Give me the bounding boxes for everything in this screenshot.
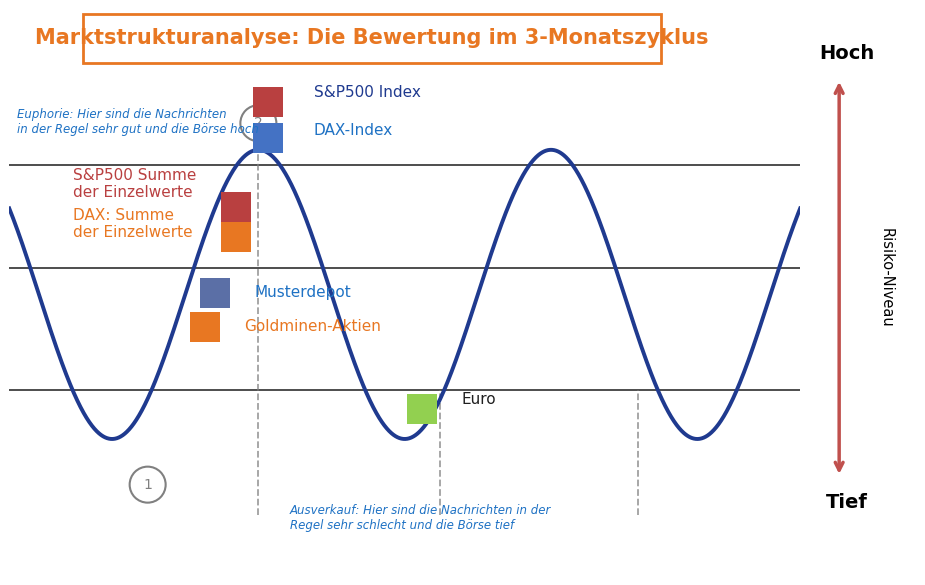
Text: Tief: Tief	[826, 493, 868, 511]
Text: Musterdepot: Musterdepot	[254, 285, 352, 300]
Text: S&P500 Index: S&P500 Index	[314, 85, 421, 100]
Text: DAX: Summe
der Einzelwerte: DAX: Summe der Einzelwerte	[72, 208, 192, 240]
FancyArrowPatch shape	[835, 85, 843, 470]
Text: S&P500 Summe
der Einzelwerte: S&P500 Summe der Einzelwerte	[72, 168, 196, 200]
Text: 1: 1	[143, 477, 152, 491]
Text: DAX-Index: DAX-Index	[314, 123, 393, 138]
Text: Goldminen-Aktien: Goldminen-Aktien	[244, 319, 381, 334]
Bar	[200, 277, 230, 308]
Bar	[190, 312, 219, 342]
Bar	[253, 87, 283, 117]
Text: Risiko-Niveau: Risiko-Niveau	[879, 228, 894, 328]
Bar	[221, 222, 252, 252]
Text: Ausverkauf: Hier sind die Nachrichten in der
Regel sehr schlecht und die Börse t: Ausverkauf: Hier sind die Nachrichten in…	[290, 504, 551, 532]
Text: Hoch: Hoch	[819, 44, 874, 63]
Bar	[253, 123, 283, 153]
Bar	[407, 394, 438, 424]
Text: Euro: Euro	[462, 391, 496, 407]
Text: 2: 2	[254, 116, 263, 130]
Text: Marktstrukturanalyse: Die Bewertung im 3-Monatszyklus: Marktstrukturanalyse: Die Bewertung im 3…	[35, 27, 709, 47]
Bar	[221, 192, 252, 222]
Text: Euphorie: Hier sind die Nachrichten
in der Regel sehr gut und die Börse hoch: Euphorie: Hier sind die Nachrichten in d…	[18, 108, 259, 136]
